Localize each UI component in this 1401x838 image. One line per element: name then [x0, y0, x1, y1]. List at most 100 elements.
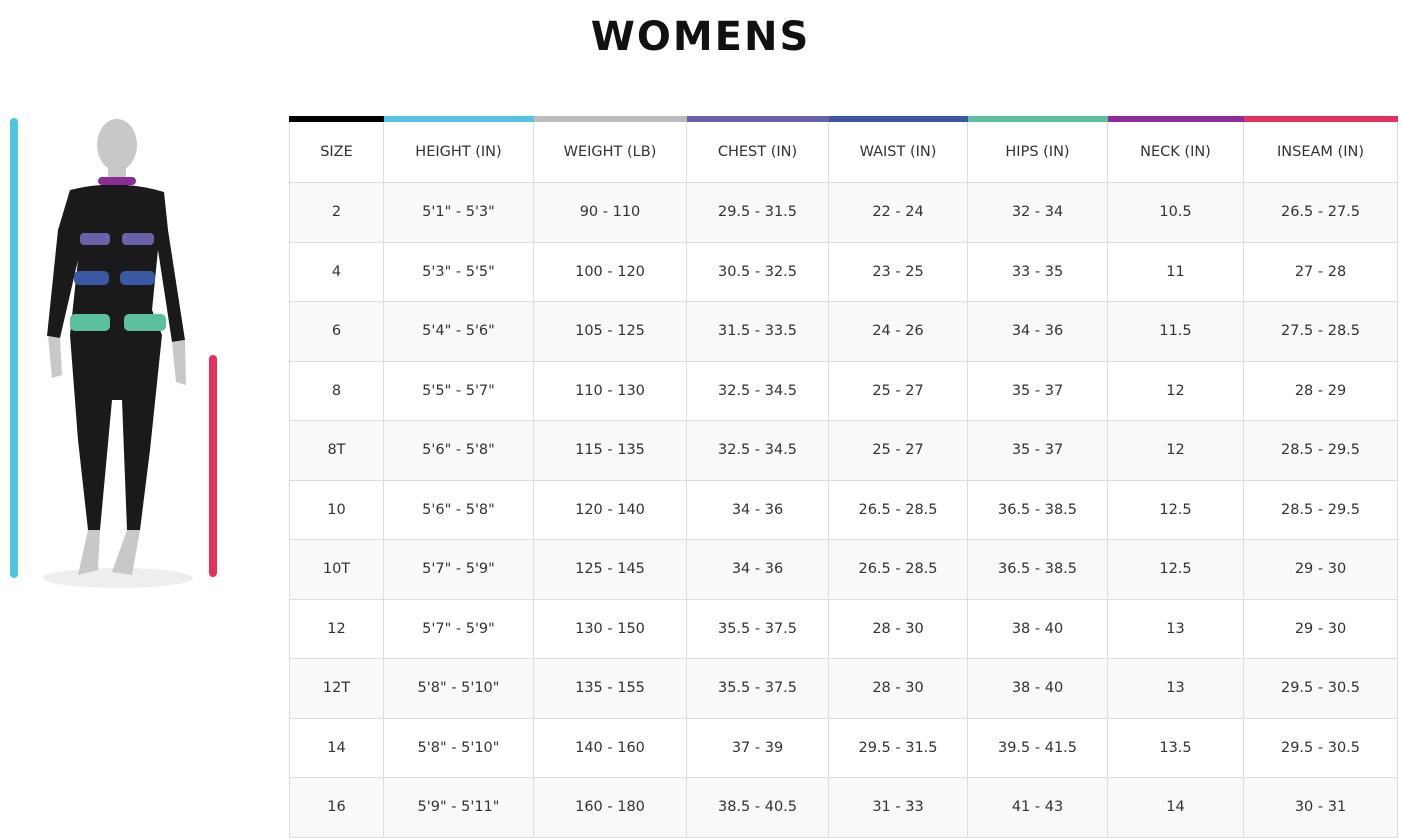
cell-chest: 38.5 - 40.5 [686, 777, 829, 838]
cell-chest: 30.5 - 32.5 [686, 241, 829, 302]
cell-size: 8 [289, 360, 384, 421]
table-row: 4 5'3" - 5'5" 100 - 120 30.5 - 32.5 23 - 25 3… [289, 241, 1398, 302]
cell-inseam: 30 - 31 [1243, 777, 1398, 838]
column-header-weight: WEIGHT (LB) [533, 116, 687, 183]
hips-band-right [124, 314, 166, 331]
page-title: WOMENS [590, 14, 811, 60]
cell-chest: 37 - 39 [686, 717, 829, 778]
cell-weight: 110 - 130 [533, 360, 687, 421]
cell-height: 5'8" - 5'10" [383, 717, 534, 778]
cell-weight: 120 - 140 [533, 479, 687, 540]
cell-hips: 32 - 34 [967, 182, 1108, 243]
cell-waist: 26.5 - 28.5 [828, 539, 968, 600]
cell-hips: 36.5 - 38.5 [967, 539, 1108, 600]
column-header-size: SIZE [289, 116, 384, 183]
cell-weight: 130 - 150 [533, 598, 687, 659]
cell-weight: 160 - 180 [533, 777, 687, 838]
cell-size: 8T [289, 420, 384, 481]
column-header-inseam: INSEAM (IN) [1243, 116, 1398, 183]
cell-size: 12 [289, 598, 384, 659]
cell-height: 5'1" - 5'3" [383, 182, 534, 243]
header-row: SIZE HEIGHT (IN) WEIGHT (LB) CHEST (IN) WAIS… [289, 116, 1398, 183]
inseam-indicator-bar [209, 355, 217, 577]
cell-weight: 140 - 160 [533, 717, 687, 778]
cell-neck: 12.5 [1107, 479, 1244, 540]
cell-size: 12T [289, 658, 384, 719]
cell-weight: 90 - 110 [533, 182, 687, 243]
cell-waist: 23 - 25 [828, 241, 968, 302]
cell-hips: 38 - 40 [967, 598, 1108, 659]
cell-inseam: 29 - 30 [1243, 598, 1398, 659]
cell-waist: 31 - 33 [828, 777, 968, 838]
column-header-waist: WAIST (IN) [828, 116, 968, 183]
waist-band-left [74, 271, 109, 285]
cell-height: 5'5" - 5'7" [383, 360, 534, 421]
cell-neck: 11 [1107, 241, 1244, 302]
column-header-height: HEIGHT (IN) [383, 116, 534, 183]
cell-weight: 135 - 155 [533, 658, 687, 719]
left-foot [78, 530, 100, 575]
cell-height: 5'9" - 5'11" [383, 777, 534, 838]
cell-height: 5'8" - 5'10" [383, 658, 534, 719]
cell-size: 10T [289, 539, 384, 600]
cell-neck: 14 [1107, 777, 1244, 838]
cell-inseam: 28.5 - 29.5 [1243, 420, 1398, 481]
cell-chest: 31.5 - 33.5 [686, 301, 829, 362]
right-foot [112, 530, 140, 575]
cell-weight: 100 - 120 [533, 241, 687, 302]
cell-inseam: 29.5 - 30.5 [1243, 717, 1398, 778]
cell-waist: 25 - 27 [828, 360, 968, 421]
cell-height: 5'7" - 5'9" [383, 539, 534, 600]
cell-neck: 12.5 [1107, 539, 1244, 600]
size-chart-table: SIZE HEIGHT (IN) WEIGHT (LB) CHEST (IN) WAIS… [289, 116, 1398, 838]
cell-size: 10 [289, 479, 384, 540]
cell-inseam: 27.5 - 28.5 [1243, 301, 1398, 362]
cell-size: 14 [289, 717, 384, 778]
cell-height: 5'6" - 5'8" [383, 420, 534, 481]
cell-inseam: 26.5 - 27.5 [1243, 182, 1398, 243]
cell-inseam: 28.5 - 29.5 [1243, 479, 1398, 540]
cell-waist: 24 - 26 [828, 301, 968, 362]
neck-band [98, 177, 136, 185]
hips-band-left [70, 314, 110, 331]
cell-size: 2 [289, 182, 384, 243]
column-header-hips: HIPS (IN) [967, 116, 1108, 183]
table-row: 8T 5'6" - 5'8" 115 - 135 32.5 - 34.5 25 - 27… [289, 420, 1398, 481]
cell-chest: 32.5 - 34.5 [686, 360, 829, 421]
waist-band-right [120, 271, 155, 285]
cell-neck: 12 [1107, 360, 1244, 421]
cell-chest: 34 - 36 [686, 479, 829, 540]
cell-waist: 25 - 27 [828, 420, 968, 481]
cell-weight: 105 - 125 [533, 301, 687, 362]
cell-waist: 22 - 24 [828, 182, 968, 243]
cell-hips: 35 - 37 [967, 420, 1108, 481]
cell-height: 5'3" - 5'5" [383, 241, 534, 302]
table-row: 16 5'9" - 5'11" 160 - 180 38.5 - 40.5 31 - 3… [289, 777, 1398, 838]
chest-band-left [80, 233, 110, 245]
column-header-chest: CHEST (IN) [686, 116, 829, 183]
head [97, 119, 137, 171]
cell-hips: 33 - 35 [967, 241, 1108, 302]
cell-inseam: 29 - 30 [1243, 539, 1398, 600]
column-header-neck: NECK (IN) [1107, 116, 1244, 183]
cell-height: 5'4" - 5'6" [383, 301, 534, 362]
body-measurement-figure [10, 118, 217, 588]
table-row: 2 5'1" - 5'3" 90 - 110 29.5 - 31.5 22 - 24 32… [289, 182, 1398, 243]
cell-neck: 13 [1107, 658, 1244, 719]
cell-size: 4 [289, 241, 384, 302]
cell-chest: 32.5 - 34.5 [686, 420, 829, 481]
cell-inseam: 29.5 - 30.5 [1243, 658, 1398, 719]
cell-neck: 12 [1107, 420, 1244, 481]
cell-waist: 26.5 - 28.5 [828, 479, 968, 540]
cell-chest: 35.5 - 37.5 [686, 598, 829, 659]
left-hand [48, 336, 62, 378]
cell-weight: 125 - 145 [533, 539, 687, 600]
cell-chest: 35.5 - 37.5 [686, 658, 829, 719]
cell-hips: 41 - 43 [967, 777, 1108, 838]
cell-neck: 11.5 [1107, 301, 1244, 362]
cell-neck: 13 [1107, 598, 1244, 659]
cell-size: 16 [289, 777, 384, 838]
cell-chest: 34 - 36 [686, 539, 829, 600]
cell-hips: 36.5 - 38.5 [967, 479, 1108, 540]
cell-height: 5'7" - 5'9" [383, 598, 534, 659]
